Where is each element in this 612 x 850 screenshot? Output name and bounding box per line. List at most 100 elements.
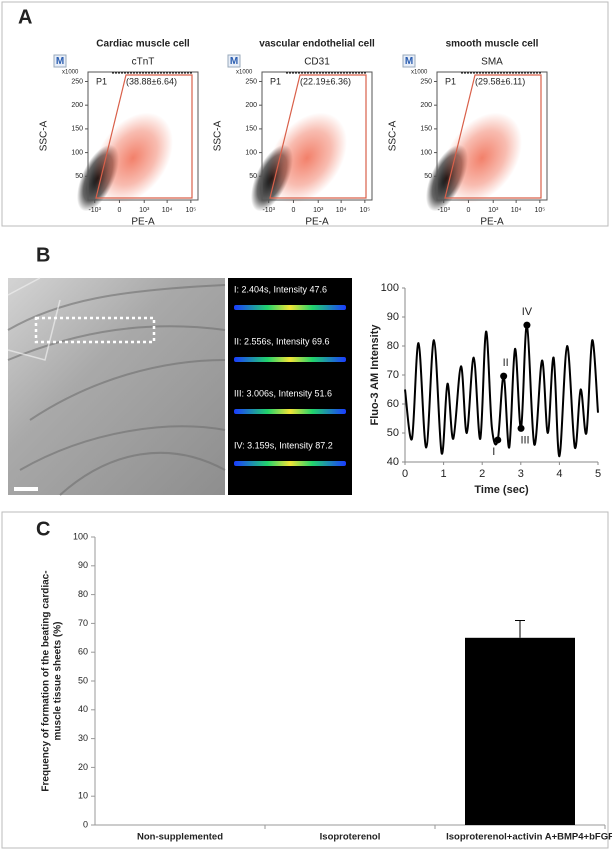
- x-tick-label: 5: [595, 468, 601, 480]
- annotation-point: [517, 424, 525, 432]
- y-tick-label: 100: [245, 149, 257, 156]
- bar: [465, 637, 575, 825]
- icon: [402, 54, 416, 68]
- y-tick-label: 200: [71, 102, 83, 109]
- y-tick-label: 70: [78, 618, 88, 628]
- panel-label: B: [36, 244, 50, 266]
- y-tick-label: 90: [78, 560, 88, 570]
- y-tick-label: 200: [420, 102, 432, 109]
- plot-title: vascular endothelial cell: [259, 39, 375, 50]
- y-tick-label: 250: [245, 78, 257, 85]
- y-tick-label: 30: [78, 733, 88, 743]
- panel-a-frame: [1, 1, 609, 227]
- icon-label: M: [56, 56, 64, 67]
- x-tick-label: Non-supplemented: [137, 832, 223, 843]
- gate-label: (38.88±6.64): [126, 76, 177, 86]
- x-axis-label: PE-A: [305, 217, 329, 228]
- x-tick-label: 0: [118, 207, 122, 214]
- plot-frame: [436, 71, 548, 201]
- image-label: III: 3.006s, Intensity 51.6: [234, 388, 332, 398]
- x-tick-label: 2: [479, 468, 485, 480]
- line-series: [404, 324, 599, 458]
- y-axis-label: SSC-A: [388, 120, 399, 151]
- y-tick-label: 100: [73, 531, 88, 541]
- panel-label: A: [18, 6, 32, 28]
- y-axis-label: SSC-A: [213, 120, 224, 151]
- y-tick-label: 150: [71, 126, 83, 133]
- annotation-point: [494, 436, 502, 444]
- y-tick-label: 50: [249, 173, 257, 180]
- icon-label: M: [405, 56, 413, 67]
- gate: [444, 74, 542, 199]
- plot-title: smooth muscle cell: [446, 39, 539, 50]
- annotation-point: [523, 321, 531, 329]
- x-tick-label: Isoproterenol+activin A+BMP4+bFGF: [446, 832, 612, 843]
- x-tick-label: 10⁵: [185, 207, 196, 214]
- x-tick-label: -10³: [437, 207, 450, 214]
- plot-title: Cardiac muscle cell: [96, 39, 190, 50]
- calcium-streak: [234, 409, 346, 414]
- icon: [227, 54, 241, 68]
- y-unit: x1000: [236, 70, 253, 76]
- annotation-label: I: [492, 446, 495, 458]
- x-tick-label: 0: [292, 207, 296, 214]
- x-tick-label: 0: [402, 468, 408, 480]
- y-tick-label: 100: [420, 149, 432, 156]
- y-unit: x1000: [62, 70, 79, 76]
- y-tick-label: 100: [71, 149, 83, 156]
- marker-label: SMA: [481, 57, 503, 68]
- x-axis-label: PE-A: [131, 217, 155, 228]
- x-tick-label: 10⁴: [336, 207, 347, 214]
- plot-frame: [261, 71, 373, 201]
- x-tick-label: 0: [467, 207, 471, 214]
- y-unit: x1000: [411, 70, 428, 76]
- positive-population: [442, 112, 522, 204]
- y-tick-label: 60: [387, 398, 399, 410]
- gate-name: P1: [445, 76, 456, 86]
- y-tick-label: 40: [387, 456, 399, 468]
- y-tick-label: 50: [75, 173, 83, 180]
- error-bar: [515, 620, 525, 638]
- y-axis-label: Fluo-3 AM Intensity: [369, 324, 381, 426]
- x-tick-label: 10³: [488, 207, 499, 214]
- x-tick-label: -10³: [262, 207, 275, 214]
- x-tick-label: 1: [441, 468, 447, 480]
- y-tick-label: 100: [381, 282, 399, 294]
- gate-name: P1: [270, 76, 281, 86]
- x-tick-label: 10⁴: [162, 207, 173, 214]
- x-tick-label: 10⁴: [511, 207, 522, 214]
- y-axis-label: muscle tissue sheets (%): [53, 622, 64, 741]
- x-tick-label: 3: [518, 468, 524, 480]
- icon: [53, 54, 67, 68]
- x-tick-label: 10⁵: [359, 207, 370, 214]
- y-tick-label: 10: [78, 791, 88, 801]
- y-axis-label: Frequency of formation of the beating ca…: [41, 570, 52, 791]
- gate: [95, 74, 193, 199]
- x-tick-label: -10³: [88, 207, 101, 214]
- y-tick-label: 150: [420, 126, 432, 133]
- y-tick-label: 250: [71, 78, 83, 85]
- positive-population: [93, 112, 173, 204]
- y-tick-label: 0: [83, 819, 88, 829]
- annotation-point: [500, 372, 508, 380]
- microscopy-image: [7, 277, 226, 496]
- calcium-streak: [234, 357, 346, 362]
- marker-label: cTnT: [132, 57, 155, 68]
- annotation-label: II: [503, 357, 509, 369]
- y-tick-label: 250: [420, 78, 432, 85]
- y-tick-label: 50: [424, 173, 432, 180]
- x-tick-label: Isoproterenol: [320, 832, 381, 843]
- y-tick-label: 200: [245, 102, 257, 109]
- gate: [269, 74, 367, 199]
- x-tick-label: 4: [556, 468, 562, 480]
- annotation-label: III: [520, 434, 529, 446]
- y-tick-label: 60: [78, 647, 88, 657]
- annotation-label: IV: [522, 306, 533, 318]
- calcium-streak: [234, 461, 346, 466]
- y-tick-label: 70: [387, 369, 399, 381]
- y-axis-label: SSC-A: [39, 120, 50, 151]
- x-tick-label: 10³: [313, 207, 324, 214]
- y-tick-label: 80: [387, 340, 399, 352]
- calcium-streak: [234, 305, 346, 310]
